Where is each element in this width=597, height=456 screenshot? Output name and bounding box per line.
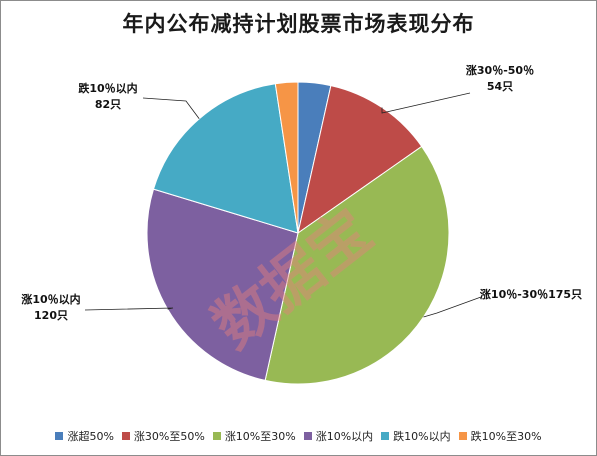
legend-item-2: 涨30%至50% <box>121 428 205 444</box>
pie-slice-6 <box>274 81 299 234</box>
legend-swatch <box>381 432 390 440</box>
legend-label: 跌10%以内 <box>393 430 451 443</box>
label-leaders <box>84 92 482 318</box>
legend-item-1: 涨超50% <box>55 428 114 444</box>
chart-title: 年内公布减持计划股票市场表现分布 <box>122 12 475 36</box>
legend-item-4: 涨10%以内 <box>303 428 374 444</box>
legend-swatch <box>121 432 130 440</box>
leader-line-2 <box>381 92 471 114</box>
leader-line-4 <box>84 307 174 311</box>
legend-label: 涨30%至50% <box>133 430 205 443</box>
legend-label: 涨10%以内 <box>315 430 374 443</box>
legend-label: 涨10%至30% <box>224 430 296 443</box>
data-label-3: 涨10％-30％175只 <box>480 287 582 301</box>
pie-slices <box>146 81 450 385</box>
legend-swatch <box>303 432 312 440</box>
leader-line-5 <box>142 97 200 120</box>
data-label-5: 跌10％以内 82只 <box>78 81 137 111</box>
pie-slice-3 <box>264 145 450 385</box>
legend-item-3: 涨10%至30% <box>212 428 296 444</box>
data-label-4: 涨10％以内 120只 <box>21 292 80 322</box>
legend-swatch <box>55 432 64 440</box>
legend-label: 涨超50% <box>67 430 114 443</box>
data-label-2: 涨30％-50％ 54只 <box>466 63 534 93</box>
legend-swatch <box>458 432 467 440</box>
legend-swatch <box>212 432 221 440</box>
chart-legend: 涨超50% 涨30%至50% 涨10%至30% 涨10%以内 跌10%以内 跌10%至30… <box>0 428 597 444</box>
legend-item-6: 跌10%至30% <box>458 428 542 444</box>
legend-label: 跌10%至30% <box>470 430 542 443</box>
legend-item-5: 跌10%以内 <box>381 428 451 444</box>
pie-slice-5 <box>152 83 299 234</box>
leader-line-3 <box>423 296 482 318</box>
